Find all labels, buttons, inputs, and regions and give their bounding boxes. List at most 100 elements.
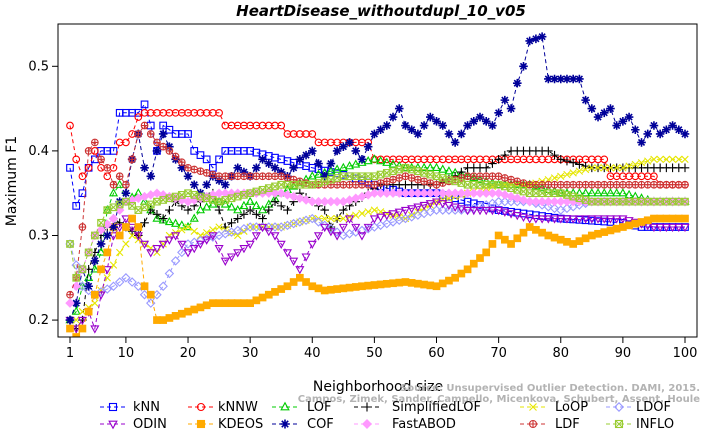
data-point — [419, 121, 429, 130]
data-point — [307, 171, 317, 180]
data-point — [320, 205, 329, 215]
data-point — [289, 257, 299, 266]
data-point — [432, 172, 441, 181]
data-point — [376, 213, 386, 222]
data-point — [177, 309, 186, 318]
data-point — [96, 225, 106, 235]
data-point — [209, 170, 217, 179]
data-point — [519, 187, 528, 196]
data-point — [165, 314, 174, 322]
series-line — [69, 150, 685, 330]
data-point — [227, 218, 236, 228]
data-point — [451, 273, 460, 282]
data-point — [326, 228, 336, 237]
data-point — [301, 253, 311, 262]
data-point — [529, 403, 537, 411]
data-point — [481, 206, 491, 216]
data-point — [239, 200, 249, 210]
data-point — [202, 301, 211, 310]
data-point — [190, 227, 198, 235]
data-point — [494, 108, 503, 118]
data-point — [127, 277, 137, 287]
data-point — [512, 211, 522, 221]
series-layer — [65, 32, 690, 337]
data-point — [513, 234, 522, 243]
y-tick-label: 0.5 — [28, 59, 49, 74]
data-point — [426, 170, 435, 179]
data-point — [432, 116, 441, 126]
data-point — [320, 223, 330, 233]
data-point — [488, 121, 497, 130]
data-point — [437, 188, 448, 198]
data-point — [252, 296, 261, 305]
data-point — [513, 177, 522, 186]
data-point — [637, 159, 646, 167]
data-point — [650, 155, 658, 164]
data-point — [84, 248, 93, 257]
data-point — [649, 121, 659, 130]
data-point — [351, 180, 360, 189]
data-point — [146, 290, 155, 299]
data-point — [487, 206, 497, 216]
data-point — [159, 121, 168, 130]
data-point — [487, 188, 498, 198]
data-point — [221, 180, 230, 190]
data-point — [494, 179, 504, 188]
data-point — [507, 240, 515, 248]
data-point — [494, 172, 503, 181]
data-point — [358, 282, 366, 291]
data-point — [525, 223, 534, 231]
data-point — [239, 167, 249, 177]
x-tick-label: 60 — [428, 346, 445, 361]
data-point — [72, 202, 81, 210]
legend-label: KDEOS — [218, 417, 263, 432]
data-point — [444, 129, 454, 139]
legend-item-simplifiedlof: SimplifiedLOF — [354, 400, 481, 415]
data-point — [512, 193, 523, 204]
data-point — [643, 129, 653, 139]
data-point — [301, 195, 311, 205]
data-point — [226, 253, 237, 262]
data-point — [413, 188, 423, 198]
data-point — [382, 279, 391, 288]
data-point — [152, 188, 162, 198]
data-point — [426, 281, 435, 290]
data-point — [258, 223, 268, 233]
data-point — [369, 215, 379, 224]
data-point — [221, 299, 230, 308]
data-point — [165, 205, 174, 215]
data-point — [537, 215, 547, 224]
data-point — [631, 180, 640, 189]
data-point — [650, 180, 658, 189]
data-point — [581, 215, 591, 224]
data-point — [532, 225, 540, 234]
data-point — [122, 223, 130, 231]
data-point — [264, 228, 274, 237]
data-point — [233, 172, 242, 181]
data-point — [569, 180, 578, 189]
data-point — [668, 155, 677, 164]
data-point — [302, 278, 310, 286]
data-point — [109, 203, 118, 212]
data-point — [122, 197, 130, 206]
data-point — [556, 196, 566, 207]
legend-item-kdeos: KDEOS — [188, 417, 263, 432]
x-tick-label: 100 — [673, 346, 698, 361]
data-point — [606, 164, 615, 172]
data-point — [202, 202, 212, 211]
data-point — [506, 196, 516, 207]
data-point — [90, 325, 100, 334]
data-point — [431, 205, 442, 215]
data-point — [681, 214, 689, 223]
data-point — [240, 227, 248, 235]
data-point — [78, 265, 87, 274]
data-point — [407, 211, 416, 219]
data-point — [650, 214, 658, 223]
data-point — [563, 170, 571, 179]
data-point — [395, 174, 404, 182]
data-point — [469, 188, 479, 198]
data-point — [165, 147, 174, 155]
data-point — [494, 155, 503, 164]
data-point — [357, 155, 367, 164]
data-point — [549, 203, 560, 214]
